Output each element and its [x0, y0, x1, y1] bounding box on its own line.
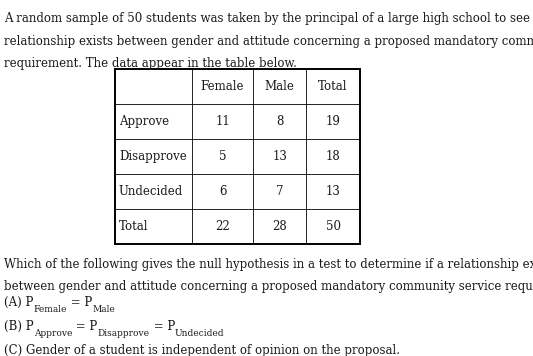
- Text: Undecided: Undecided: [119, 185, 183, 198]
- Text: Undecided: Undecided: [175, 329, 224, 339]
- Text: Disapprove: Disapprove: [119, 150, 187, 163]
- Text: 13: 13: [272, 150, 287, 163]
- Text: 5: 5: [219, 150, 227, 163]
- Text: requirement. The data appear in the table below.: requirement. The data appear in the tabl…: [4, 57, 297, 70]
- Text: 50: 50: [326, 220, 341, 233]
- Text: Approve: Approve: [34, 329, 72, 339]
- Text: 6: 6: [219, 185, 227, 198]
- Text: Male: Male: [92, 305, 115, 314]
- Text: Which of the following gives the null hypothesis in a test to determine if a rel: Which of the following gives the null hy…: [4, 258, 533, 271]
- Text: 28: 28: [272, 220, 287, 233]
- Text: Disapprove: Disapprove: [98, 329, 150, 339]
- Text: (B) P: (B) P: [4, 320, 34, 333]
- Text: Female: Female: [34, 305, 67, 314]
- Text: = P: = P: [150, 320, 175, 333]
- Text: Female: Female: [201, 80, 244, 93]
- Text: between gender and attitude concerning a proposed mandatory community service re: between gender and attitude concerning a…: [4, 280, 533, 293]
- Text: = P: = P: [67, 296, 92, 309]
- Text: relationship exists between gender and attitude concerning a proposed mandatory : relationship exists between gender and a…: [4, 35, 533, 48]
- Text: Total: Total: [119, 220, 148, 233]
- Text: Total: Total: [318, 80, 348, 93]
- Text: (C) Gender of a student is independent of opinion on the proposal.: (C) Gender of a student is independent o…: [4, 344, 400, 356]
- Text: (A) P: (A) P: [4, 296, 34, 309]
- Text: 18: 18: [326, 150, 341, 163]
- Text: 13: 13: [326, 185, 341, 198]
- Text: 11: 11: [215, 115, 230, 128]
- Text: Male: Male: [265, 80, 295, 93]
- Text: 19: 19: [326, 115, 341, 128]
- Text: = P: = P: [72, 320, 98, 333]
- Text: A random sample of 50 students was taken by the principal of a large high school: A random sample of 50 students was taken…: [4, 12, 533, 26]
- Text: 22: 22: [215, 220, 230, 233]
- Text: 8: 8: [276, 115, 284, 128]
- Text: Approve: Approve: [119, 115, 169, 128]
- Text: 7: 7: [276, 185, 284, 198]
